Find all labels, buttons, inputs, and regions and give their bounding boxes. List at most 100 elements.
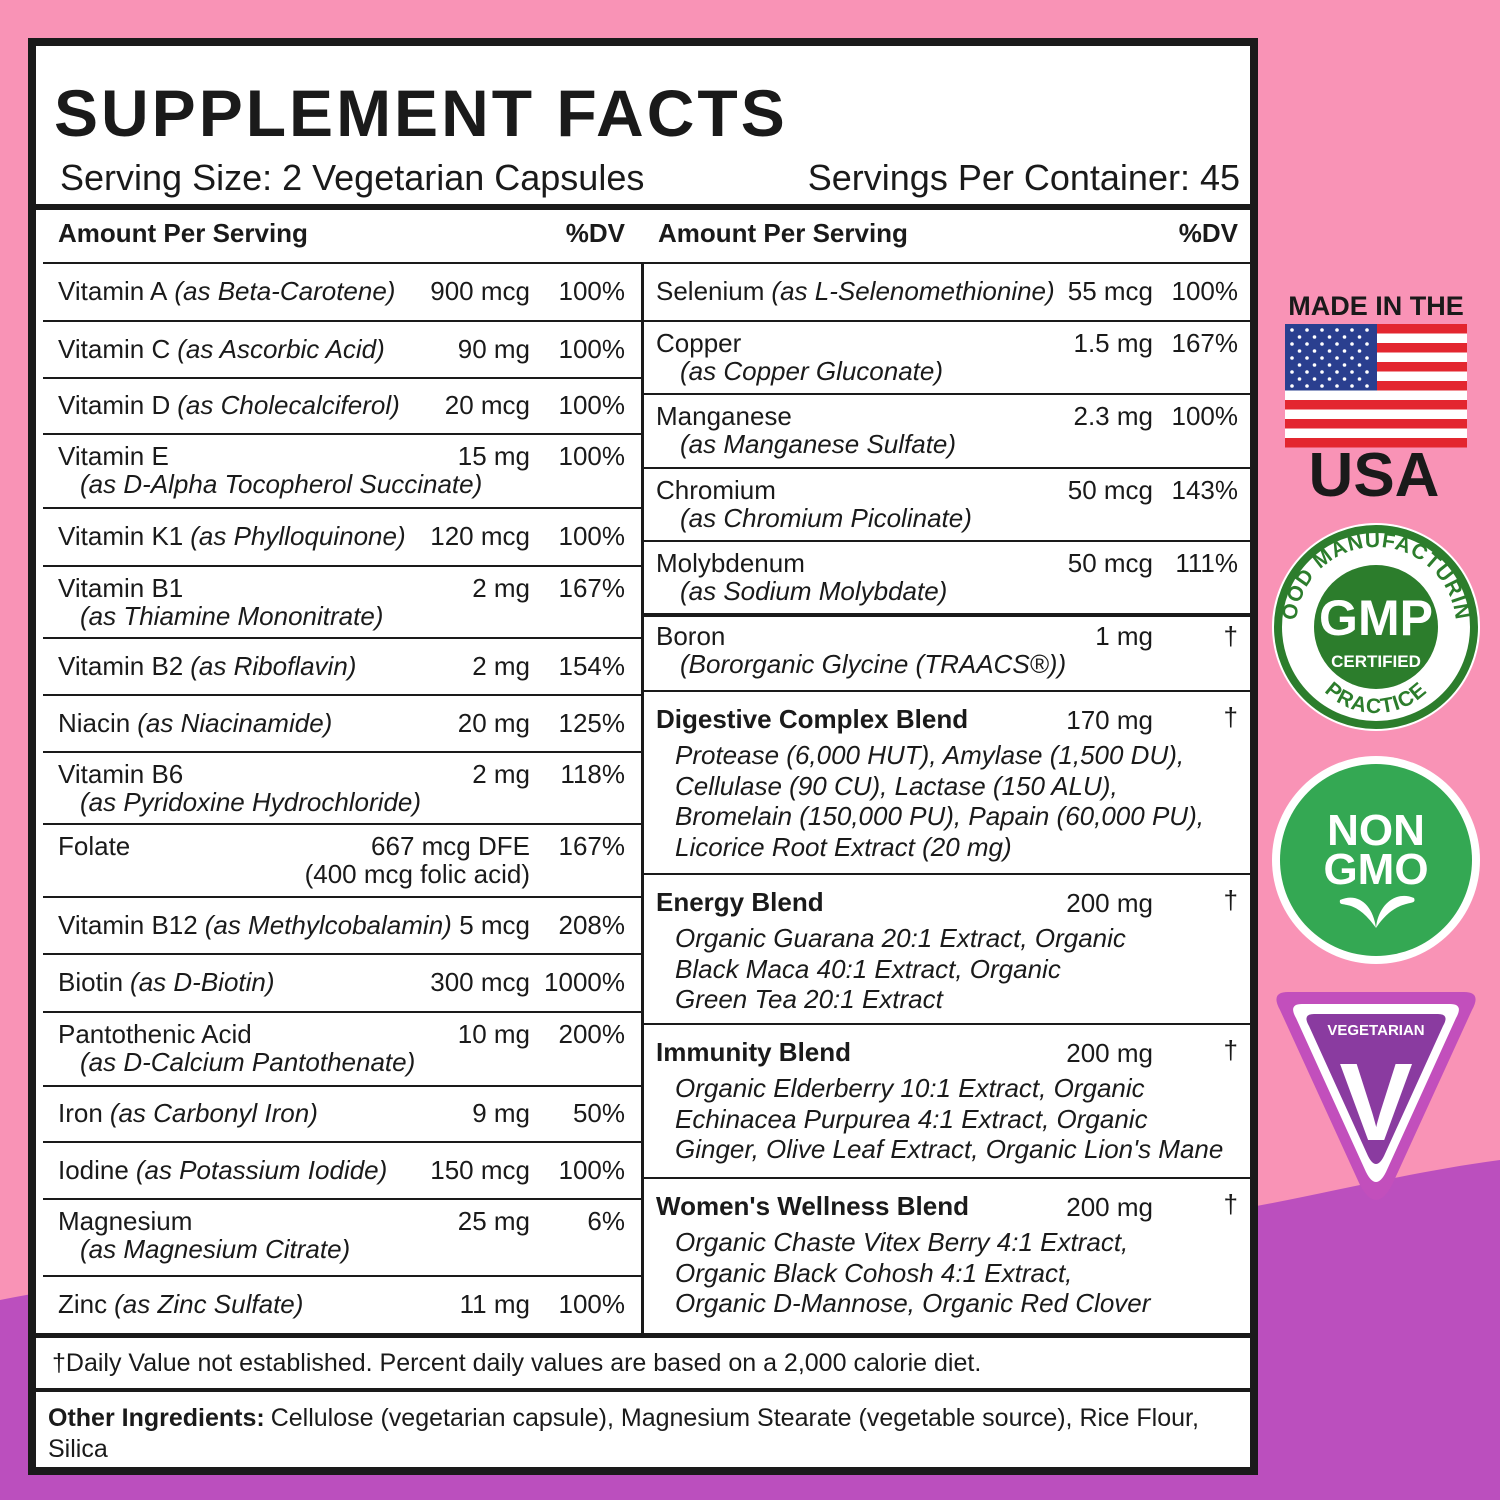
vegetarian-text: VEGETARIAN (1327, 1022, 1424, 1039)
daily-value: 6% (587, 1206, 625, 1236)
amount: 1.5 mg (1073, 328, 1154, 358)
leaf-icon (1339, 895, 1415, 928)
row-name: Niacin (as Niacinamide) (58, 710, 332, 736)
amount: 667 mcg DFE (371, 831, 530, 861)
rule (643, 467, 1250, 469)
rule (43, 1333, 641, 1335)
flag-part (1327, 335, 1332, 339)
nutrient-name: Vitamin B2 (58, 650, 184, 681)
daily-value: 118% (560, 759, 625, 789)
rule (643, 1177, 1250, 1179)
flag-part (1342, 349, 1347, 353)
rule (643, 1023, 1250, 1025)
flag-part (1305, 370, 1309, 374)
daily-value: 167% (558, 831, 626, 861)
blend-name: Women's Wellness Blend (656, 1191, 969, 1221)
flag-part (1335, 356, 1339, 360)
nutrient-name: Folate (58, 831, 131, 861)
row-name: Vitamin B2 (as Riboflavin) (58, 653, 356, 679)
rule (643, 393, 1250, 395)
row-name: Vitamin E (58, 443, 169, 469)
blend-ingredients: Bromelain (150,000 PU), Papain (60,000 P… (675, 801, 1204, 831)
flag-part (1297, 377, 1302, 381)
amount-note: (400 mcg folic acid) (304, 859, 530, 889)
nutrient-source: (as Thiamine Mononitrate) (80, 601, 384, 631)
gmo-text: GMO (1323, 845, 1428, 894)
flag-part (1305, 342, 1309, 346)
rule (43, 1085, 641, 1087)
daily-value: 100% (558, 1289, 626, 1319)
flag-part (1350, 384, 1354, 388)
row-name: Vitamin A (as Beta-Carotene) (58, 278, 395, 304)
amount: 11 mg (459, 1289, 530, 1319)
daily-value: † (1223, 1035, 1238, 1065)
rule (643, 320, 1250, 322)
nutrient-source: (as D-Biotin) (130, 967, 275, 997)
flag-part (1350, 356, 1354, 360)
row-name: Copper (656, 330, 741, 356)
nutrient-source: (as Copper Gluconate) (680, 356, 944, 386)
flag-part (1335, 370, 1339, 374)
nutrient-source: (as D-Alpha Tocopherol Succinate) (80, 469, 483, 499)
rule (36, 204, 1250, 210)
flag-part (1312, 377, 1317, 381)
made-in-text: MADE IN THE (1288, 291, 1464, 321)
nutrient-name: Molybdenum (656, 548, 805, 578)
rule (43, 637, 641, 639)
col-header: Amount Per Serving (58, 218, 308, 248)
daily-value: 143% (1171, 475, 1239, 505)
daily-value: 100% (558, 333, 626, 364)
nutrient-name: Manganese (656, 401, 792, 431)
nutrient-source: (as Ascorbic Acid) (177, 333, 385, 364)
flag-part (1297, 335, 1302, 339)
rule (43, 953, 641, 955)
usa-text: USA (1309, 441, 1440, 510)
footnote: †Daily Value not established. Percent da… (52, 1349, 982, 1377)
row-name: Vitamin K1 (as Phylloquinone) (58, 523, 406, 549)
amount: 50 mcg (1067, 548, 1153, 578)
nutrient-source: (as Niacinamide) (137, 707, 333, 738)
flag-part (1350, 342, 1354, 346)
flag-part (1320, 356, 1324, 360)
rule (43, 823, 641, 825)
nutrient-name: Magnesium (58, 1206, 193, 1236)
daily-value: 100% (558, 1154, 626, 1185)
flag-part (1305, 384, 1309, 388)
rule (43, 565, 641, 567)
flag-part (1335, 328, 1339, 332)
nutrient-source: (as Zinc Sulfate) (114, 1289, 304, 1319)
blend-ingredients: Black Maca 40:1 Extract, Organic (675, 953, 1061, 984)
flag-part (1320, 384, 1324, 388)
vegetarian-inner (1306, 1014, 1446, 1164)
nutrient-source: (as Chromium Picolinate) (680, 503, 972, 533)
flag-part (1327, 377, 1332, 381)
flag-part (1342, 377, 1347, 381)
blend-ingredients: Organic Elderberry 10:1 Extract, Organic (675, 1073, 1145, 1103)
rule (36, 1333, 1250, 1338)
row-name: Vitamin C (as Ascorbic Acid) (58, 336, 385, 362)
flag-part (1365, 384, 1369, 388)
daily-value: 100% (558, 276, 626, 306)
blend-ingredients: Echinacea Purpurea 4:1 Extract, Organic (675, 1103, 1148, 1134)
rule (43, 694, 641, 696)
flag-part (1365, 342, 1369, 346)
nutrient-name: Niacin (58, 707, 131, 738)
flag-part (1342, 363, 1347, 367)
row-name: Iodine (as Potassium Iodide) (58, 1157, 387, 1183)
nutrient-name: Iodine (58, 1154, 129, 1185)
other-ingredients-text: Cellulose (vegetarian capsule), Magnesiu… (48, 1404, 1199, 1463)
row-name: Boron (656, 623, 725, 649)
nutrient-name: Vitamin D (58, 390, 171, 420)
daily-value: 167% (1171, 328, 1239, 358)
daily-value: 208% (558, 909, 626, 940)
row-name: Zinc (as Zinc Sulfate) (58, 1291, 303, 1317)
blend-amount: 170 mg (1066, 705, 1153, 735)
flag-part (1305, 328, 1309, 332)
gmp-ring (1274, 525, 1478, 729)
blend-amount: 200 mg (1066, 1192, 1153, 1222)
flag-part (1342, 335, 1347, 339)
nutrient-source: (as Pyridoxine Hydrochloride) (80, 787, 422, 817)
amount: 20 mg (457, 707, 530, 738)
nutrient-name: Boron (656, 621, 726, 651)
